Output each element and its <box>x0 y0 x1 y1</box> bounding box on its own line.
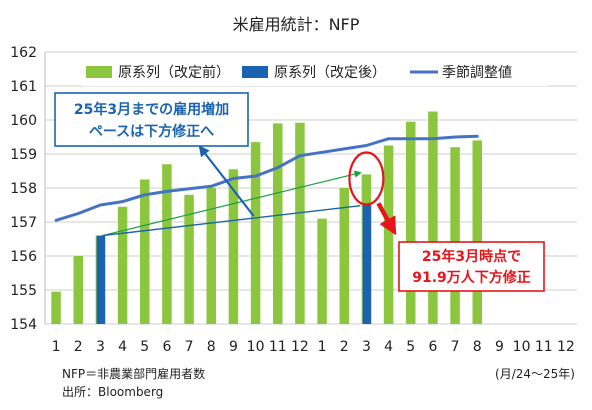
y-tick-label: 154 <box>10 317 37 333</box>
x-tick-label: 10 <box>513 339 531 355</box>
x-tick-label: 1 <box>52 339 61 355</box>
x-tick-label: 2 <box>340 339 349 355</box>
legend-label: 原系列（改定後） <box>274 65 386 81</box>
x-tick-label: 7 <box>185 339 194 355</box>
trend-arrow-pre-revision <box>102 170 362 237</box>
x-tick-label: 4 <box>118 339 127 355</box>
y-tick-label: 160 <box>10 113 37 129</box>
bar-pre-revision <box>406 121 416 324</box>
legend-label: 原系列（改定前） <box>118 64 230 81</box>
bar-pre-revision <box>228 169 239 324</box>
bar-pre-revision <box>162 164 172 324</box>
callout-text-revision-pace: ペースは下方修正へ <box>89 123 214 140</box>
highlight-ellipse <box>348 151 385 206</box>
y-tick-label: 155 <box>10 283 37 299</box>
x-tick-label: 6 <box>162 339 171 355</box>
x-tick-label: 9 <box>229 339 238 355</box>
bar-pre-revision <box>472 140 482 324</box>
x-tick-label: 11 <box>269 339 287 355</box>
y-tick-label: 159 <box>10 147 37 163</box>
line-series <box>54 134 479 222</box>
bar-pre-revision <box>51 291 61 324</box>
x-tick-label: 12 <box>557 339 575 355</box>
x-axis: 1 2 3 4 5 6 7 8 9 10 11 12 1 2 3 4 5 6 7 8 9 10 11 12 <box>52 339 575 355</box>
y-tick-label: 161 <box>10 79 37 95</box>
bar-pre-revision <box>117 206 128 324</box>
y-tick-label: 158 <box>10 181 37 197</box>
x-tick-label: 3 <box>96 339 105 355</box>
bar-pre-revision <box>450 147 460 324</box>
callout-box-revision-pace <box>54 92 249 147</box>
bar-pre-revision <box>273 123 283 325</box>
y-tick-label: 157 <box>10 215 37 231</box>
bar-pre-revision <box>428 111 438 324</box>
bar-pre-revision <box>206 188 216 324</box>
bars <box>51 111 482 325</box>
x-tick-label: 11 <box>535 339 553 355</box>
x-tick-label: 12 <box>291 339 309 355</box>
x-tick-label: 3 <box>362 339 371 355</box>
legend: 原系列（改定前） 原系列（改定後） 季節調整値 <box>82 58 548 86</box>
x-tick-label: 6 <box>428 339 437 355</box>
callout-pointer-revision-amount <box>376 202 397 236</box>
bar-pre-revision <box>383 145 394 324</box>
bar-post-revision <box>96 235 106 324</box>
callout-text-revision-amount: 25年3月時点で <box>422 248 521 265</box>
y-axis: 154 155 156 157 158 159 160 161 162 <box>10 45 37 333</box>
bar-pre-revision <box>250 142 261 324</box>
x-tick-label: 8 <box>473 339 482 355</box>
callout-pointer-revision-pace <box>198 145 255 217</box>
footnote-source: 出所：Bloomberg <box>62 385 163 399</box>
line-seasonally-adjusted <box>54 134 479 222</box>
legend-label: 季節調整値 <box>442 64 512 81</box>
x-tick-label: 5 <box>140 339 149 355</box>
x-unit-label: (月/24～25年) <box>495 367 575 381</box>
bar-pre-revision <box>184 194 194 324</box>
x-tick-label: 2 <box>74 339 83 355</box>
legend-swatch <box>242 66 268 78</box>
trend-line-post-revision <box>102 204 361 237</box>
x-tick-label: 5 <box>406 339 415 355</box>
x-tick-label: 7 <box>451 339 460 355</box>
legend-background <box>82 58 548 86</box>
y-tick-label: 156 <box>10 249 37 265</box>
x-tick-label: 4 <box>384 339 393 355</box>
bar-pre-revision <box>317 218 327 324</box>
bar-pre-revision <box>73 256 83 324</box>
bar-pre-revision <box>339 188 349 324</box>
bar-pre-revision <box>295 122 305 324</box>
bar-pre-revision <box>140 179 150 324</box>
bar-post-revision <box>362 205 372 324</box>
callout-text-revision-pace: 25年3月までの雇用増加 <box>74 101 229 118</box>
callout-box-revision-amount <box>398 241 545 292</box>
x-tick-label: 1 <box>318 339 327 355</box>
y-tick-label: 162 <box>10 45 37 61</box>
footnote-definition: NFP＝非農業部門雇用者数 <box>62 366 205 381</box>
x-tick-label: 8 <box>207 339 216 355</box>
legend-swatch <box>86 66 112 78</box>
chart-title: 米雇用統計：NFP <box>233 15 360 34</box>
x-tick-label: 10 <box>247 339 265 355</box>
x-tick-label: 9 <box>495 339 504 355</box>
callout-text-revision-amount: 91.9万人下方修正 <box>412 269 531 286</box>
